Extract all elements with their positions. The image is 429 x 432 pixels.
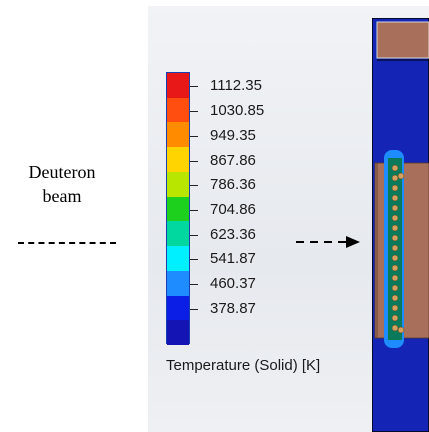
color-scale-value: 460.37	[210, 275, 256, 293]
beam-label: Deuteron beam	[8, 160, 116, 208]
color-scale-value: 949.35	[210, 126, 256, 144]
color-scale-value: 704.86	[210, 201, 256, 218]
color-scale-segment	[167, 97, 189, 123]
color-scale-segment	[167, 196, 189, 222]
color-scale-value: 1112.35	[210, 77, 262, 95]
color-scale-ticks	[190, 72, 200, 344]
color-scale-tick	[190, 135, 198, 137]
color-scale-tick	[190, 284, 198, 286]
color-scale-segment	[167, 246, 189, 272]
color-scale-tick	[190, 86, 198, 88]
color-scale-segment	[167, 270, 189, 297]
beam-dashed-line	[18, 242, 116, 244]
color-scale-tick	[190, 111, 198, 113]
color-scale-tick	[190, 259, 198, 261]
color-scale-segment	[167, 221, 189, 247]
color-scale-value: 1030.85	[210, 102, 265, 120]
color-scale-tick	[190, 234, 198, 236]
legend-title: Temperature (Solid) [K]	[166, 357, 321, 374]
color-scale-tick	[190, 160, 198, 162]
color-scale-segment	[167, 147, 189, 173]
color-scale-value: 786.36	[210, 176, 256, 194]
color-scale-value: 378.87	[210, 299, 256, 317]
color-scale-tick	[190, 308, 198, 310]
color-scale-segment	[167, 320, 189, 346]
color-scale-tick	[190, 185, 198, 187]
beam-label-line2: beam	[42, 186, 82, 206]
color-scale-segment	[167, 295, 189, 321]
color-scale-value: 541.87	[210, 250, 256, 268]
color-scale-value: 867.86	[210, 151, 256, 169]
color-scale-segment	[167, 171, 189, 198]
color-scale-segment	[167, 122, 189, 148]
beam-label-line1: Deuteron	[28, 162, 96, 182]
color-scale-tick	[190, 210, 198, 211]
beam-arrow-icon	[296, 236, 360, 248]
target-cross-section	[372, 18, 429, 432]
color-scale-value: 623.36	[210, 225, 256, 243]
color-scale-segment	[167, 73, 189, 99]
color-scale-bar	[166, 72, 190, 346]
